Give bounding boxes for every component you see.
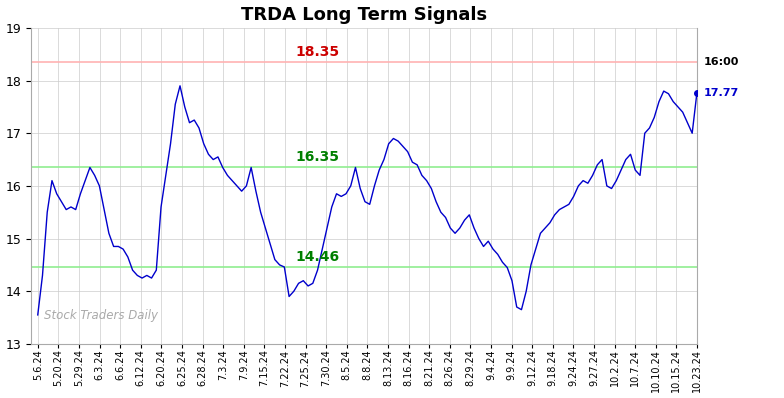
Text: Stock Traders Daily: Stock Traders Daily bbox=[45, 309, 158, 322]
Text: 14.46: 14.46 bbox=[296, 250, 339, 264]
Text: 16:00: 16:00 bbox=[704, 57, 739, 67]
Text: 17.77: 17.77 bbox=[704, 88, 739, 98]
Title: TRDA Long Term Signals: TRDA Long Term Signals bbox=[241, 6, 487, 23]
Text: 16.35: 16.35 bbox=[296, 150, 339, 164]
Text: 18.35: 18.35 bbox=[296, 45, 339, 59]
